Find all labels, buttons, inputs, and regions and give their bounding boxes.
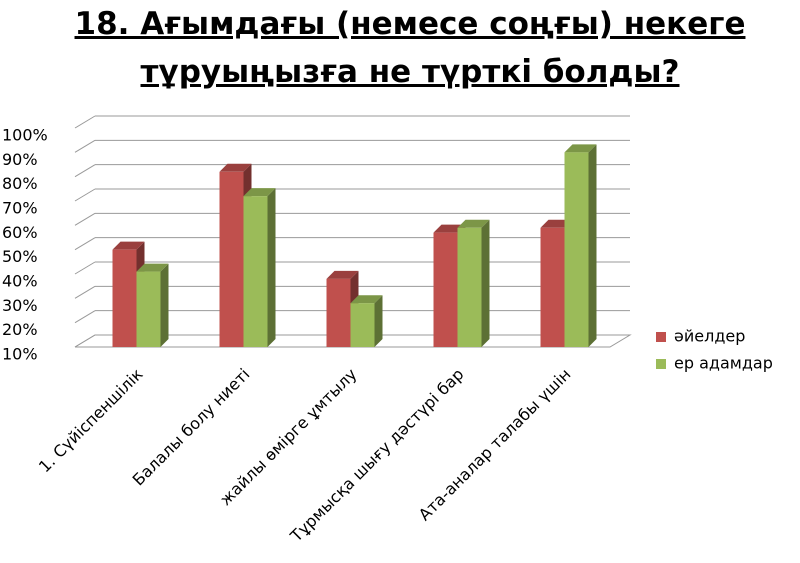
- bar: [136, 271, 161, 347]
- legend-label: ер адамдар: [674, 354, 773, 373]
- bar-top: [564, 144, 597, 153]
- bar-top: [136, 263, 169, 272]
- bar-side: [481, 219, 490, 347]
- y-tick-label: 100%: [2, 126, 48, 145]
- x-tick-label: Балалы болу ниеті: [129, 365, 254, 490]
- grid-line-side: [74, 139, 96, 153]
- bar-side: [160, 263, 169, 347]
- grid-line-side: [74, 310, 96, 324]
- bar: [326, 278, 351, 347]
- bar: [350, 303, 375, 347]
- y-tick-label: 30%: [2, 296, 38, 315]
- y-tick-label: 20%: [2, 320, 38, 339]
- x-tick-label: 1. Сүйіспеншілік: [35, 364, 147, 476]
- grid-line-side: [74, 261, 96, 275]
- chart-title: 18. Ағымдағы (немесе соңғы) некеге тұруы…: [74, 6, 746, 90]
- grid-line-side: [74, 115, 96, 129]
- x-tick-label: Тұрмысқа шығу дәстүрі бар: [286, 365, 468, 547]
- y-tick-label: 10%: [2, 345, 38, 364]
- bar: [243, 196, 268, 347]
- grid-line-side: [74, 237, 96, 251]
- bar-top: [243, 188, 276, 197]
- y-tick-label: 70%: [2, 199, 38, 218]
- bar-side: [374, 295, 383, 347]
- bar-top: [350, 295, 383, 304]
- y-tick-label: 50%: [2, 247, 38, 266]
- floor: [74, 334, 632, 348]
- bar-top: [112, 241, 145, 250]
- bar-side: [588, 144, 597, 347]
- bar: [540, 227, 565, 347]
- grid-line-side: [74, 188, 96, 202]
- legend-label: әйелдер: [674, 327, 745, 346]
- bar: [112, 249, 137, 347]
- legend-swatch: [656, 332, 666, 342]
- bar-top: [219, 163, 252, 172]
- bar: [433, 232, 458, 347]
- legend-swatch: [656, 359, 666, 369]
- y-tick-label: 90%: [2, 150, 38, 169]
- y-tick-label: 40%: [2, 272, 38, 291]
- bar: [219, 171, 244, 347]
- bar-top: [457, 219, 490, 228]
- bar: [457, 227, 482, 347]
- grid-line-side: [74, 285, 96, 299]
- bar-top: [326, 270, 359, 279]
- y-tick-label: 80%: [2, 174, 38, 193]
- bar-side: [267, 188, 276, 347]
- bar: [564, 152, 589, 347]
- grid-line-side: [74, 164, 96, 178]
- y-tick-label: 60%: [2, 223, 38, 242]
- grid-line-side: [74, 212, 96, 226]
